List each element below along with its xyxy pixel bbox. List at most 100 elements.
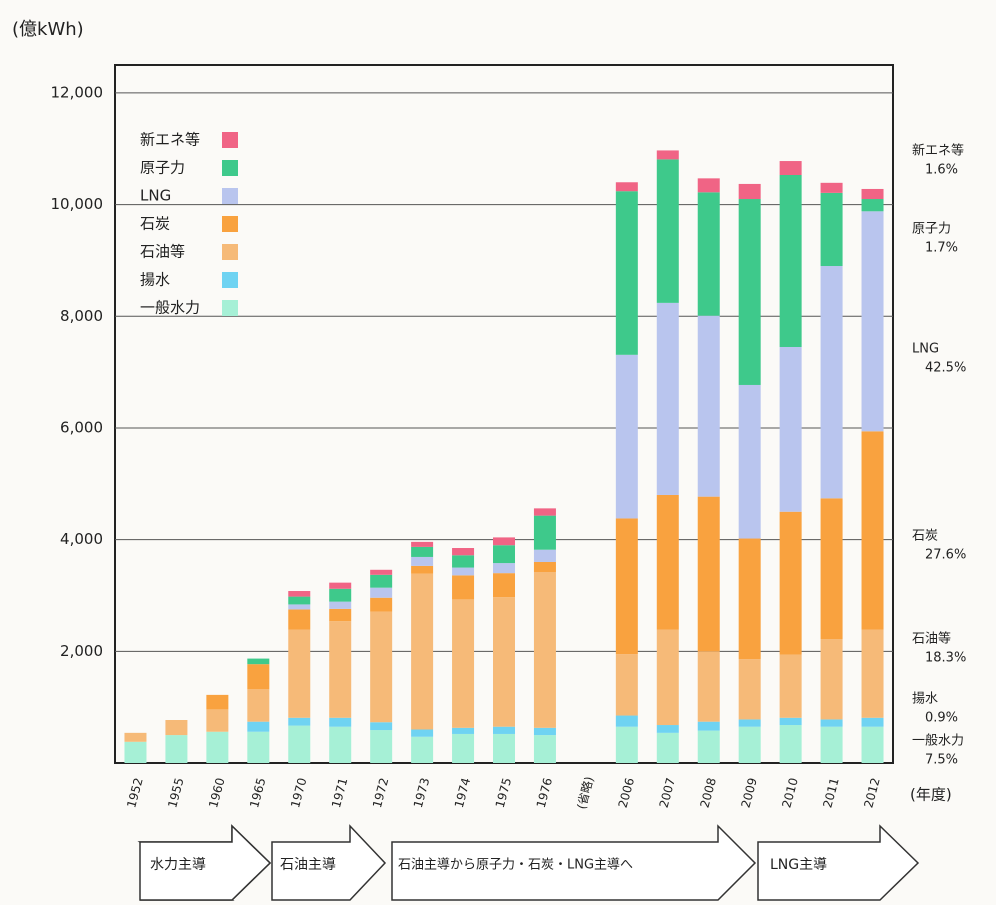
phase-label: 石油主導から原子力・石炭・LNG主導へ (398, 858, 633, 873)
bar-segment (452, 548, 475, 556)
legend-swatch (222, 188, 238, 204)
bar-segment (533, 735, 556, 763)
bar-segment (656, 629, 679, 726)
annotation-value: 42.5% (925, 361, 966, 376)
bar-segment (411, 541, 434, 547)
legend-label: 石炭 (140, 215, 170, 233)
annotation-label: 一般水力 (912, 733, 964, 749)
bar-segment (656, 159, 679, 303)
bar-segment (697, 721, 720, 731)
bar-segment (861, 726, 884, 763)
bar-segment (615, 654, 638, 716)
bar-segment (738, 719, 761, 727)
bar-segment (779, 175, 802, 347)
y-tick-label: 2,000 (60, 642, 103, 660)
bar-segment (370, 597, 393, 612)
bar-segment (779, 511, 802, 655)
x-tick-label: (省略) (573, 775, 596, 811)
annotation-label: 石油等 (912, 631, 951, 647)
y-tick-label: 10,000 (51, 195, 104, 213)
legend-label: 揚水 (140, 271, 170, 289)
bar-segment (820, 719, 843, 727)
bar-segment (738, 199, 761, 385)
bar-segment (370, 730, 393, 763)
bar-segment (452, 733, 475, 763)
bar-segment (779, 725, 802, 763)
bar-segment (697, 315, 720, 497)
bar-segment (370, 569, 393, 575)
x-tick-label: 2012 (861, 776, 882, 809)
legend-label: 新エネ等 (140, 131, 200, 149)
bar-segment (493, 563, 515, 574)
legend-swatch (222, 160, 238, 176)
bar-segment (124, 732, 147, 742)
bar-segment (288, 629, 311, 718)
legend-swatch (222, 300, 238, 316)
bar-segment (370, 574, 393, 588)
bar-segment (288, 596, 311, 605)
bar-segment (124, 741, 147, 763)
bar-segment (493, 726, 515, 734)
annotation-value: 27.6% (925, 548, 966, 563)
bar-segment (697, 178, 720, 193)
x-tick-label: 2010 (779, 776, 800, 809)
arrow (271, 824, 387, 901)
annotation-label: 石炭 (912, 529, 938, 544)
bar-segment (861, 431, 884, 630)
bar-segment (165, 720, 188, 736)
bar-segment (329, 601, 352, 609)
bar-segment (779, 717, 802, 726)
y-tick-label: 4,000 (60, 530, 103, 548)
x-tick-label: 1974 (452, 776, 473, 809)
bar-segment (411, 565, 434, 574)
y-tick-label: 8,000 (60, 307, 103, 325)
bar-segment (370, 587, 393, 598)
bar-segment (656, 150, 679, 160)
bar-segment (493, 597, 515, 727)
x-unit-label: (年度) (910, 786, 952, 804)
arrow (757, 824, 920, 901)
bar-segment (452, 567, 475, 576)
x-tick-label: 1960 (206, 776, 227, 809)
bar-segment (329, 588, 352, 602)
x-tick-label: 1976 (534, 776, 555, 809)
bar-segment (370, 611, 393, 723)
bar-segment (493, 733, 515, 763)
bar-segment (533, 549, 556, 562)
annotation-value: 0.9% (925, 711, 958, 726)
bar-segment (452, 599, 475, 728)
bar-segment (615, 715, 638, 727)
bar-segment (779, 346, 802, 512)
bar-segment (615, 182, 638, 192)
y-tick-label: 6,000 (60, 418, 103, 436)
bar-segment (779, 161, 802, 176)
bar-segment (697, 651, 720, 722)
bar-segment (411, 729, 434, 737)
bar-segment (493, 545, 515, 564)
bar-segment (861, 211, 884, 432)
bar-segment (452, 727, 475, 734)
legend-label: 一般水力 (140, 299, 200, 317)
bar-segment (615, 518, 638, 655)
bar-segment (288, 609, 311, 630)
bar-segment (779, 654, 802, 718)
bar-segment (329, 582, 352, 589)
bar-segment (861, 188, 884, 200)
bar-segment (493, 537, 515, 546)
phase-label: LNG主導 (770, 857, 827, 873)
y-tick-label: 12,000 (51, 83, 104, 101)
bar-segment (452, 575, 475, 600)
x-tick-label: 1975 (493, 776, 514, 809)
bar-segment (533, 561, 556, 573)
bar-segment (820, 498, 843, 640)
annotation-value: 7.5% (925, 753, 958, 768)
legend-swatch (222, 244, 238, 260)
bar-segment (206, 731, 229, 763)
bar-segment (247, 689, 270, 722)
bar-segment (329, 717, 352, 727)
bar-segment (411, 546, 434, 557)
x-tick-label: 1971 (329, 776, 350, 809)
x-tick-label: 1965 (247, 776, 268, 809)
bar-segment (697, 730, 720, 763)
